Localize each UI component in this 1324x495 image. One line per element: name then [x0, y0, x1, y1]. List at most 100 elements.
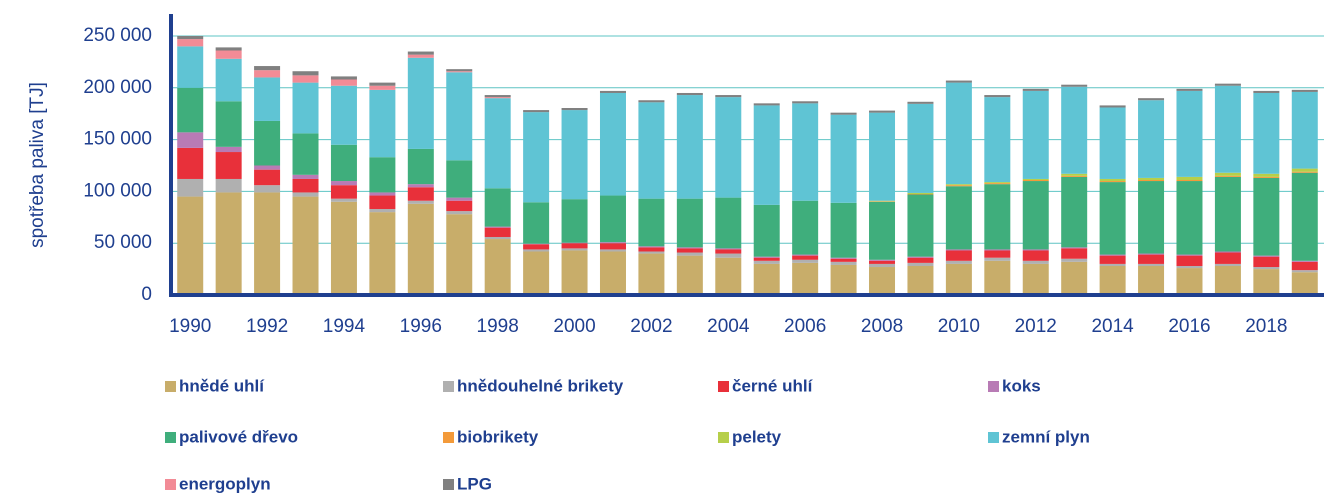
legend-swatch [988, 432, 999, 443]
x-tick-label: 1996 [400, 316, 442, 337]
bar-segment [561, 108, 588, 111]
bar-segment [1138, 254, 1165, 264]
bar-segment [523, 112, 550, 203]
bar-segment [638, 251, 665, 254]
bar-segment [753, 263, 780, 295]
bar-segment [1061, 84, 1088, 87]
bar-segment [792, 254, 819, 256]
bar-segment [523, 249, 550, 252]
bar-segment [561, 243, 588, 249]
bar-segment [1099, 105, 1126, 108]
bar-segment [1253, 269, 1280, 295]
bar-segment [984, 249, 1011, 251]
legend-swatch [165, 479, 176, 490]
bar-segment [330, 79, 357, 86]
bar-segment [292, 178, 319, 193]
bar-segment [407, 54, 434, 58]
bar-segment [1253, 255, 1280, 257]
bar-segment [1253, 92, 1280, 174]
legend-swatch [718, 432, 729, 443]
bar-segment [523, 110, 550, 113]
bar-segment [792, 259, 819, 263]
bar-segment [484, 95, 511, 98]
bar-segment [1022, 263, 1049, 295]
bar-segment [1214, 83, 1241, 86]
legend-swatch [988, 381, 999, 392]
bar-segment [869, 201, 896, 260]
bar-segment [715, 253, 742, 258]
bar-segment [446, 160, 473, 198]
bar-segment [330, 201, 357, 295]
bar-segment [945, 82, 972, 185]
bar-segment [177, 147, 204, 179]
legend-label: hnědouhelné brikety [457, 376, 624, 395]
bar-segment [907, 192, 934, 194]
bar-segment [1061, 86, 1088, 174]
bar-segment [446, 211, 473, 215]
bar-segment [215, 146, 242, 153]
bar-segment [869, 259, 896, 261]
bar-segment [1214, 175, 1241, 177]
bar-segment [1022, 180, 1049, 182]
bar-segment [638, 198, 665, 247]
bar-segment [1138, 253, 1165, 255]
bar-segment [407, 203, 434, 295]
bar-segment [330, 181, 357, 186]
x-tick-label: 2000 [553, 316, 595, 337]
legend-label: černé uhlí [732, 376, 814, 395]
legend-label: LPG [457, 474, 492, 493]
bar-segment [1291, 91, 1318, 169]
x-tick-label: 2004 [707, 316, 750, 337]
x-tick-label: 2012 [1015, 316, 1057, 337]
bar-segment [907, 256, 934, 258]
bar-segment [369, 212, 396, 295]
bar-segment [830, 258, 857, 262]
legend-swatch [165, 432, 176, 443]
bar-segment [330, 198, 357, 202]
y-axis-label: spotřeba paliva [TJ] [27, 82, 48, 248]
bar-segment [907, 101, 934, 104]
bar-segment [1214, 263, 1241, 266]
bar-segment [1138, 263, 1165, 266]
bar-segment [1061, 173, 1088, 176]
bar-segment [907, 257, 934, 263]
bar-segment [561, 242, 588, 244]
bar-segment [254, 77, 281, 121]
bar-segment [1099, 254, 1126, 256]
bar-segment [369, 89, 396, 158]
bar-segment [907, 103, 934, 193]
bar-segment [446, 214, 473, 295]
bar-segment [292, 82, 319, 134]
bar-segment [254, 192, 281, 295]
bar-segment [945, 185, 972, 187]
bar-segment [523, 202, 550, 244]
bar-segment [599, 249, 626, 252]
bar-segment [330, 76, 357, 80]
bar-segment [1022, 88, 1049, 91]
bar-segment [984, 183, 1011, 185]
bar-segment [407, 148, 434, 185]
bar-segment [984, 95, 1011, 98]
bar-segment [715, 97, 742, 198]
bar-segment [753, 260, 780, 264]
y-tick-label: 100 000 [83, 180, 152, 201]
bar-segment [254, 185, 281, 193]
bar-segment [792, 200, 819, 255]
bar-segment [792, 103, 819, 201]
bar-segment [292, 196, 319, 295]
bar-segment [1176, 254, 1203, 256]
bar-segment [830, 202, 857, 258]
bar-segment [1138, 180, 1165, 182]
bar-segment [945, 186, 972, 250]
bar-segment [792, 255, 819, 260]
bar-segment [215, 192, 242, 295]
legend-swatch [165, 381, 176, 392]
bar-segment [599, 251, 626, 295]
bar-segment [945, 184, 972, 186]
bar-segment [1214, 172, 1241, 176]
bar-segment [369, 82, 396, 86]
x-tick-label: 2010 [938, 316, 980, 337]
bar-segment [830, 114, 857, 203]
bar-segment [1176, 268, 1203, 295]
bar-segment [484, 188, 511, 227]
